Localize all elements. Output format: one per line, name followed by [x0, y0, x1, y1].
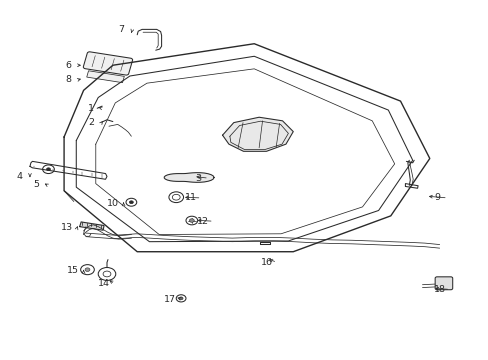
Circle shape — [189, 219, 194, 222]
Polygon shape — [222, 117, 293, 151]
Circle shape — [129, 201, 133, 204]
Text: 8: 8 — [65, 75, 71, 84]
Circle shape — [179, 297, 183, 300]
Text: 18: 18 — [433, 285, 445, 294]
Bar — [86, 71, 124, 83]
Text: 5: 5 — [33, 180, 39, 189]
Polygon shape — [164, 173, 214, 182]
Text: 13: 13 — [61, 223, 72, 232]
Text: 6: 6 — [65, 61, 71, 70]
Text: 2: 2 — [88, 118, 94, 127]
Text: 1: 1 — [88, 104, 94, 113]
Text: 11: 11 — [184, 193, 197, 202]
Text: 16: 16 — [260, 258, 272, 267]
Circle shape — [46, 168, 50, 171]
Text: 17: 17 — [164, 294, 176, 303]
Text: 4: 4 — [16, 172, 22, 181]
Text: 12: 12 — [197, 217, 209, 226]
Polygon shape — [80, 222, 104, 230]
Text: 3: 3 — [195, 174, 201, 183]
Text: 10: 10 — [106, 199, 119, 208]
Circle shape — [85, 268, 90, 271]
Text: 7: 7 — [119, 25, 124, 34]
Text: 14: 14 — [98, 279, 110, 288]
Text: 15: 15 — [67, 266, 79, 275]
FancyBboxPatch shape — [434, 277, 452, 290]
FancyBboxPatch shape — [83, 52, 132, 75]
Text: 9: 9 — [433, 193, 439, 202]
